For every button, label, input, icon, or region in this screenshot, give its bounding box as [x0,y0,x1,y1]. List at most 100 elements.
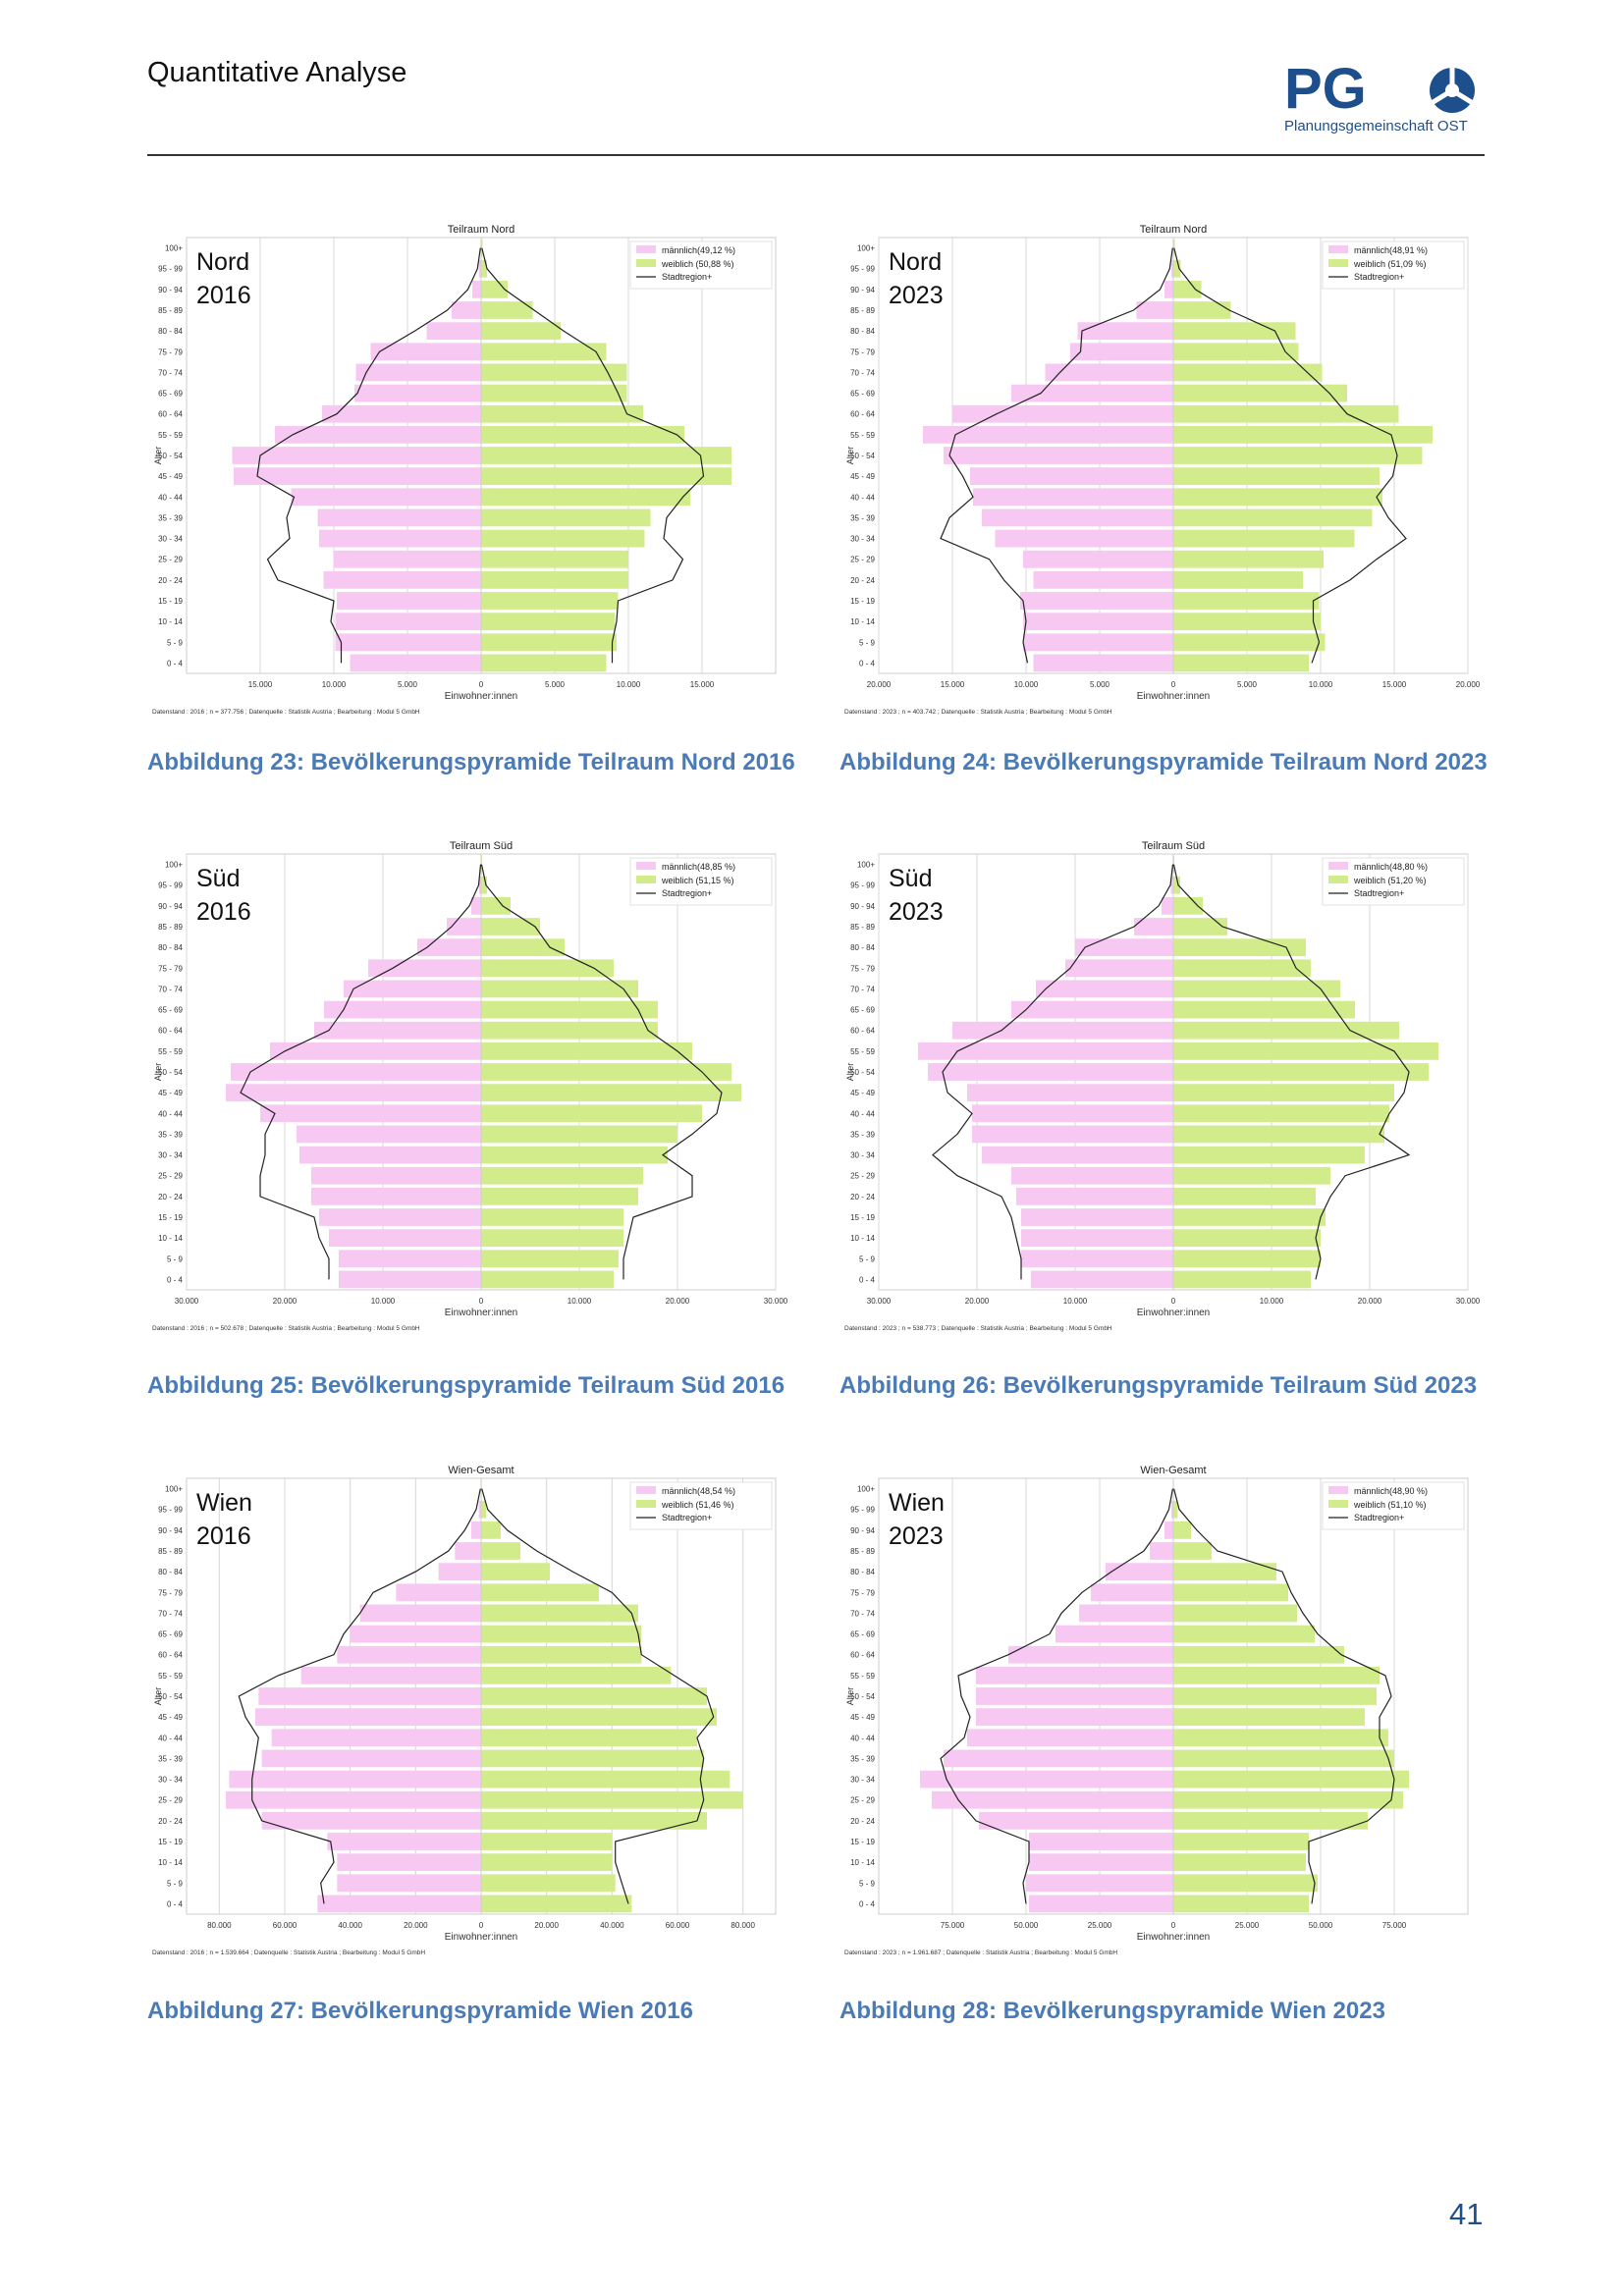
female-bar [481,508,651,527]
ytick-label: 40 - 44 [850,493,875,502]
female-bar [481,529,645,548]
ytick-label: 30 - 34 [158,1776,183,1785]
overlay-year: 2016 [196,898,251,926]
ytick-label: 80 - 84 [850,1568,875,1576]
ytick-label: 55 - 59 [850,1047,875,1056]
female-bar [1173,1645,1344,1664]
male-bar [1026,1874,1173,1893]
ytick-label: 20 - 24 [158,1193,183,1201]
xtick-label: 10.000 [1063,1297,1088,1306]
male-bar [976,1666,1173,1684]
female-bar [481,322,561,341]
male-bar [1023,613,1173,631]
legend-swatch-female [636,259,656,267]
male-bar [995,529,1173,548]
male-bar [1020,592,1173,610]
stadtregion-line-female [1172,864,1411,1280]
ytick-label: 55 - 59 [158,1672,183,1681]
stadtregion-line-female [480,864,723,1280]
female-bar [1173,384,1347,402]
overlay-year: 2023 [889,282,944,309]
male-bar [455,1542,481,1560]
male-bar [1033,654,1173,672]
male-bar [1065,959,1173,978]
male-bar [291,488,481,507]
female-bar [481,1729,697,1747]
female-bar [481,1250,619,1268]
ytick-label: 40 - 44 [850,1109,875,1118]
ytick-label: 60 - 64 [158,1027,183,1036]
female-bar [1173,1041,1438,1060]
ytick-label: 35 - 39 [850,1130,875,1139]
female-bar [1173,1895,1309,1913]
male-bar [1029,1895,1173,1913]
female-bar [1173,896,1203,915]
overlay-year: 2023 [889,898,944,926]
xtick-label: 60.000 [273,1921,298,1930]
stadtregion-line-male [940,1488,1173,1904]
legend-swatch-male [636,1486,656,1494]
ytick-label: 5 - 9 [859,1255,876,1263]
female-bar [481,1874,616,1893]
male-bar [1016,1187,1173,1205]
ytick-label: 100+ [165,861,183,870]
xtick-label: 40.000 [338,1921,362,1930]
stadtregion-line-female [1173,1488,1395,1904]
female-bar [1173,1563,1276,1581]
ytick-label: 100+ [857,244,875,253]
ytick-label: 45 - 49 [158,1089,183,1097]
female-bar [1173,918,1227,935]
male-bar [270,1041,481,1060]
male-bar [355,363,481,382]
female-bar [481,1790,743,1809]
male-bar [1045,363,1173,382]
figure-caption-24: Abbildung 24: Bevölkerungspyramide Teilr… [839,749,1488,775]
female-bar [1173,1166,1330,1185]
male-bar [967,1729,1173,1747]
ytick-label: 0 - 4 [859,659,876,667]
xtick-label: 20.000 [867,680,892,689]
ytick-label: 70 - 74 [850,1609,875,1618]
xtick-label: 25.000 [1088,1921,1112,1930]
male-bar [1031,1270,1173,1289]
ytick-label: 20 - 24 [158,576,183,585]
female-bar [481,613,616,631]
female-bar [481,938,565,957]
ytick-label: 100+ [857,1485,875,1494]
legend-label-male: männlich(48,85 %) [662,862,735,872]
legend-label-male: männlich(49,12 %) [662,245,735,255]
male-bar [260,1104,481,1123]
chart-title: Teilraum Süd [450,840,513,852]
chart-sued-2016: 0 - 4 5 - 9 10 - 14 15 - 19 20 - 24 25 - 29 30… [147,834,795,1355]
xtick-label: 25.000 [1235,1921,1260,1930]
female-bar [481,447,731,464]
male-bar [478,1500,481,1519]
y-axis-label: Alter [845,447,855,465]
logo-subtitle: Planungsgemeinschaft OST [1284,118,1468,134]
male-bar [226,1790,481,1809]
male-bar [972,1104,1173,1123]
ytick-label: 95 - 99 [850,881,875,890]
ytick-label: 65 - 69 [158,390,183,399]
ytick-label: 95 - 99 [850,265,875,274]
ytick-label: 55 - 59 [850,431,875,440]
female-bar [481,592,619,610]
female-bar [1173,1666,1380,1684]
female-bar [1173,280,1202,298]
ytick-label: 75 - 79 [158,347,183,356]
male-bar [1008,1645,1173,1664]
male-bar [1150,1542,1173,1560]
ytick-label: 5 - 9 [167,638,184,647]
male-bar [234,467,481,486]
male-bar [1011,1166,1173,1185]
female-bar [1173,1000,1355,1019]
female-bar [481,1125,677,1144]
female-bar [481,1770,731,1789]
stadtregion-line-female [481,1488,715,1904]
male-bar [1170,876,1173,894]
female-bar [1173,654,1309,672]
chart-footnote: Datenstand : 2016 ; n = 502.678 ; Datenq… [152,1325,420,1332]
figure-caption-23: Abbildung 23: Bevölkerungspyramide Teilr… [147,749,795,775]
ytick-label: 95 - 99 [158,265,183,274]
ytick-label: 90 - 94 [158,1526,183,1535]
